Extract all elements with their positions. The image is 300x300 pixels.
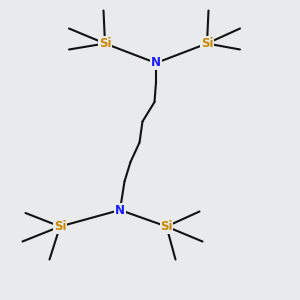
Text: Si: Si — [160, 220, 173, 233]
Text: Si: Si — [99, 37, 111, 50]
Text: N: N — [115, 203, 125, 217]
Text: N: N — [151, 56, 161, 70]
Text: Si: Si — [54, 220, 66, 233]
Text: Si: Si — [201, 37, 213, 50]
